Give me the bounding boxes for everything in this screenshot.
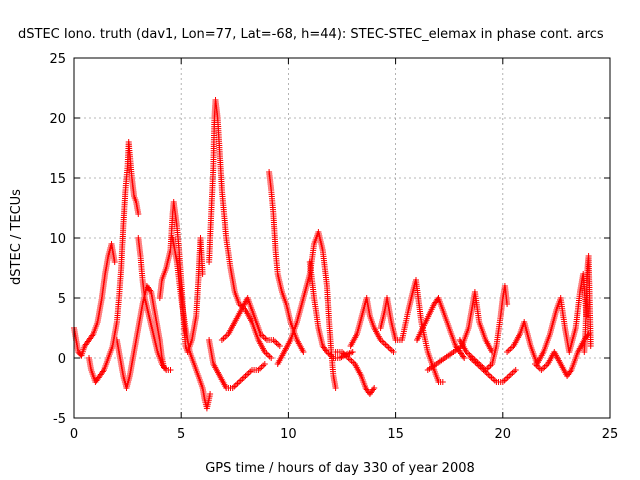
data-point — [371, 385, 378, 391]
y-tick-label: 0 — [58, 352, 66, 367]
chart-title: dSTEC Iono. truth (dav1, Lon=77, Lat=-68… — [18, 27, 604, 42]
data-point — [261, 361, 268, 367]
data-arc — [135, 235, 174, 373]
data-point — [332, 385, 339, 391]
data-arc — [206, 97, 275, 361]
data-arc — [169, 235, 214, 412]
data-point — [207, 391, 214, 397]
data-arc — [332, 349, 378, 397]
data-point — [199, 271, 206, 277]
data-arc — [532, 331, 592, 379]
data-arc — [414, 295, 468, 361]
y-tick-label: -5 — [53, 412, 66, 427]
data-point — [512, 367, 519, 373]
data-point — [587, 343, 594, 349]
y-tick-label: 5 — [58, 292, 66, 307]
y-tick-label: 15 — [49, 172, 66, 187]
data-arc — [274, 229, 339, 391]
data-arc — [218, 295, 283, 349]
data-arc — [456, 283, 511, 373]
data-point — [268, 355, 275, 361]
data-point — [439, 379, 446, 385]
data-arc — [581, 253, 594, 355]
data-point — [167, 367, 174, 373]
x-tick-label: 10 — [280, 427, 297, 442]
data-arc — [206, 337, 268, 391]
data-points — [71, 97, 594, 412]
data-point — [461, 355, 468, 361]
x-tick-label: 15 — [387, 427, 404, 442]
y-axis-label: dSTEC / TECUs — [9, 189, 24, 285]
data-point — [349, 349, 356, 355]
x-tick-label: 20 — [495, 427, 512, 442]
x-tick-label: 5 — [177, 427, 185, 442]
y-tick-label: 20 — [49, 112, 66, 127]
x-tick-label: 0 — [70, 427, 78, 442]
data-point — [276, 343, 283, 349]
data-point — [390, 349, 397, 355]
data-point — [300, 349, 307, 355]
x-tick-label: 25 — [602, 427, 619, 442]
y-tick-label: 10 — [49, 232, 66, 247]
axes: 0 5 10 15 20 25 -5 0 5 10 15 20 25 — [49, 52, 618, 442]
data-arc — [467, 355, 519, 385]
data-arc — [86, 139, 142, 385]
data-point — [135, 211, 142, 217]
data-arc — [347, 295, 397, 355]
data-arc — [377, 277, 446, 385]
grid — [74, 58, 610, 418]
x-axis-label: GPS time / hours of day 330 of year 2008 — [205, 461, 475, 476]
y-tick-label: 25 — [49, 52, 66, 67]
plot-frame — [73, 57, 611, 419]
data-point — [111, 259, 118, 265]
data-point — [504, 301, 511, 307]
